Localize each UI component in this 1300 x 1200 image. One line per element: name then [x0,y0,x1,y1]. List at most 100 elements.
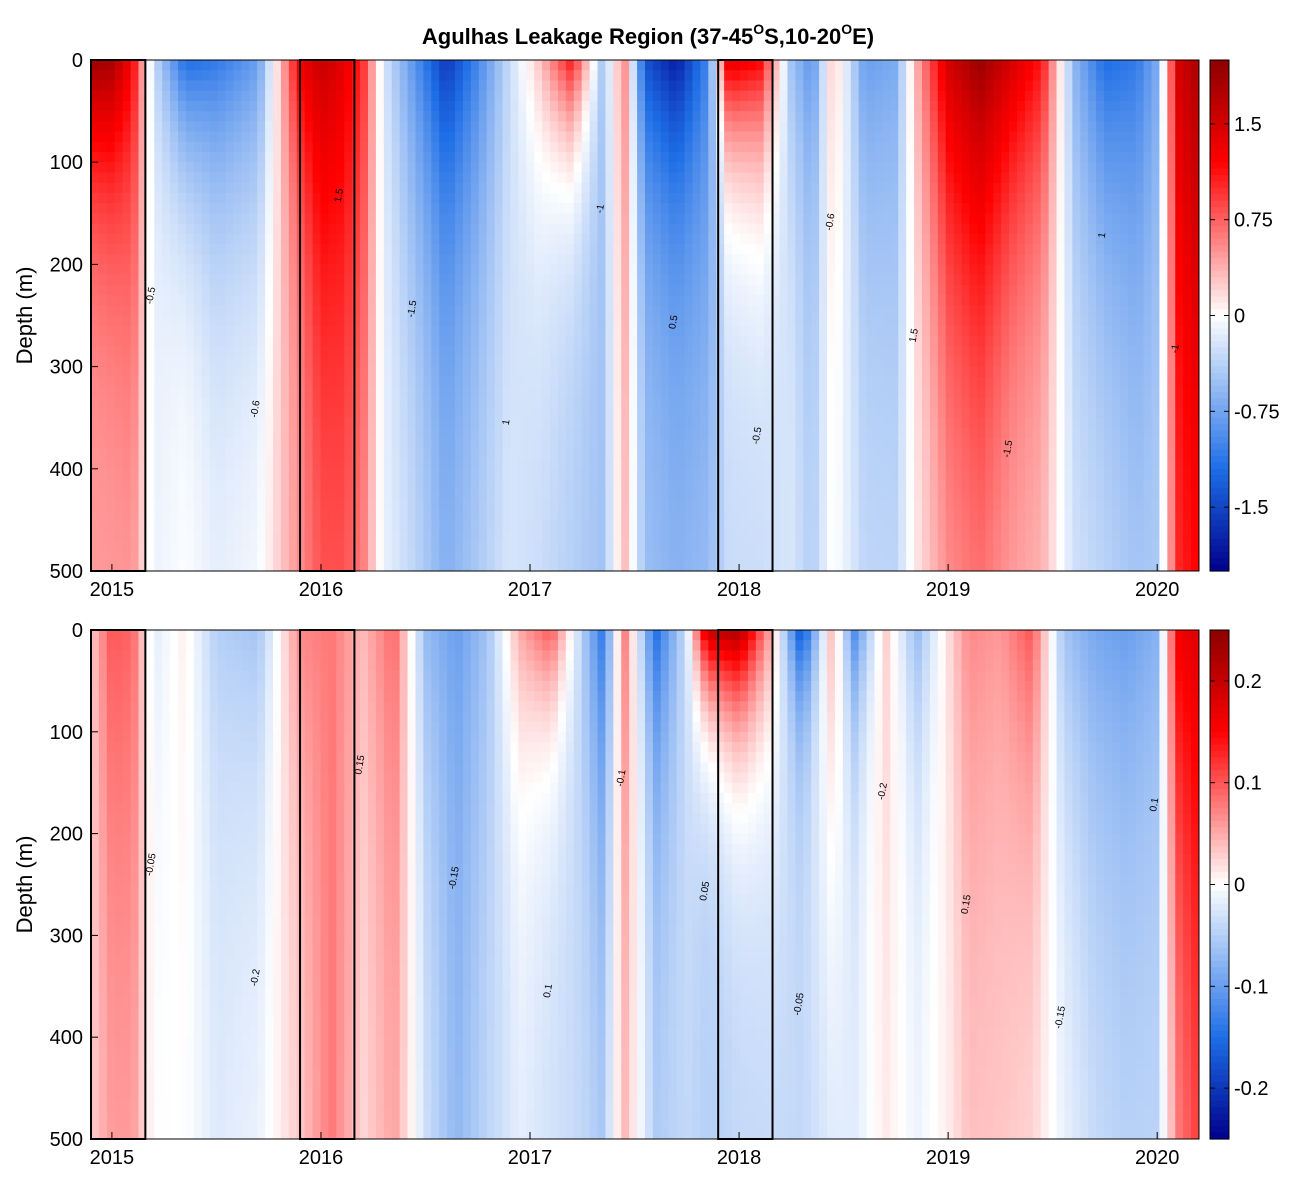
heatmap-cell [233,407,242,419]
heatmap-cell [375,346,385,357]
heatmap-cell [455,131,464,143]
heatmap-cell [368,366,377,378]
heatmap-cell [478,356,488,368]
heatmap-cell [225,468,235,480]
heatmap-cell [185,264,195,276]
heatmap-cell [502,366,512,378]
heatmap-cell [225,550,235,562]
heatmap-cell [716,366,725,378]
heatmap-cell [613,509,622,521]
heatmap-cell [732,458,741,470]
heatmap-cell [423,325,432,337]
heatmap-cell [478,540,488,552]
heatmap-cell [684,325,694,337]
heatmap-cell [534,284,543,296]
heatmap-cell [557,427,567,439]
heatmap-cell [827,70,836,82]
heatmap-cell [605,458,614,470]
heatmap-cell [652,346,662,357]
heatmap-cell [138,151,147,163]
heatmap-cell [589,121,599,133]
heatmap-cell [336,295,345,306]
heatmap-cell [273,182,282,194]
heatmap-cell [534,172,543,184]
heatmap-cell [850,243,860,255]
heatmap-cell [557,284,567,296]
heatmap-cell [486,448,496,460]
heatmap-cell [399,90,409,102]
heatmap-cell [91,540,100,552]
heatmap-cell [122,448,132,460]
heatmap-cell [439,489,448,501]
heatmap-cell [645,121,654,133]
heatmap-cell [739,387,749,398]
heatmap-cell [114,131,124,143]
heatmap-cell [589,182,599,194]
heatmap-cell [360,274,369,286]
heatmap-cell [233,243,242,255]
heatmap-cell [486,100,496,112]
heatmap-cell [486,243,496,255]
heatmap-cell [629,243,638,255]
heatmap-cell [763,356,773,368]
heatmap-cell [431,519,440,531]
heatmap-cell [486,519,496,531]
heatmap-cell [407,458,417,470]
heatmap-cell [114,295,124,306]
heatmap-cell [439,254,448,265]
heatmap-cell [162,387,171,398]
heatmap-cell [534,295,543,306]
heatmap-cell [771,182,781,194]
heatmap-cell [233,182,242,194]
heatmap-cell [629,131,638,143]
heatmap-cell [185,499,195,511]
heatmap-cell [581,366,591,378]
heatmap-cell [732,192,741,204]
heatmap-cell [273,325,282,337]
heatmap-cell [98,509,108,521]
heatmap-cell [154,417,163,429]
heatmap-cell [462,295,472,306]
heatmap-cell [637,233,646,245]
heatmap-cell [534,519,543,531]
heatmap-cell [787,448,796,460]
heatmap-cell [518,468,527,480]
heatmap-cell [320,346,330,357]
heatmap-cell [866,315,876,327]
heatmap-cell [534,182,543,194]
heatmap-cell [605,540,614,552]
heatmap-cell [763,203,773,214]
heatmap-cell [170,335,179,347]
heatmap-cell [383,448,393,460]
heatmap-cell [217,540,227,552]
heatmap-cell [185,233,195,245]
heatmap-cell [391,274,401,286]
heatmap-cell [858,387,868,398]
heatmap-cell [91,509,100,521]
heatmap-cell [803,387,812,398]
heatmap-cell [447,131,456,143]
heatmap-cell [724,70,733,82]
heatmap-cell [732,182,741,194]
heatmap-cell [692,407,701,419]
heatmap-cell [811,325,820,337]
heatmap-cell [819,121,828,133]
heatmap-cell [605,192,614,204]
heatmap-cell [763,141,773,153]
heatmap-cell [486,274,496,286]
heatmap-cell [106,489,116,501]
heatmap-cell [747,346,757,357]
heatmap-cell [336,182,345,194]
heatmap-cell [494,100,504,112]
heatmap-cell [201,70,211,82]
heatmap-cell [747,223,757,235]
heatmap-cell [637,550,646,562]
heatmap-cell [130,141,140,153]
heatmap-cell [447,80,456,92]
heatmap-cell [660,151,670,163]
heatmap-cell [787,489,796,501]
heatmap-cell [178,356,187,368]
heatmap-cell [154,233,163,245]
heatmap-cell [660,203,670,214]
heatmap-cell [233,335,242,347]
